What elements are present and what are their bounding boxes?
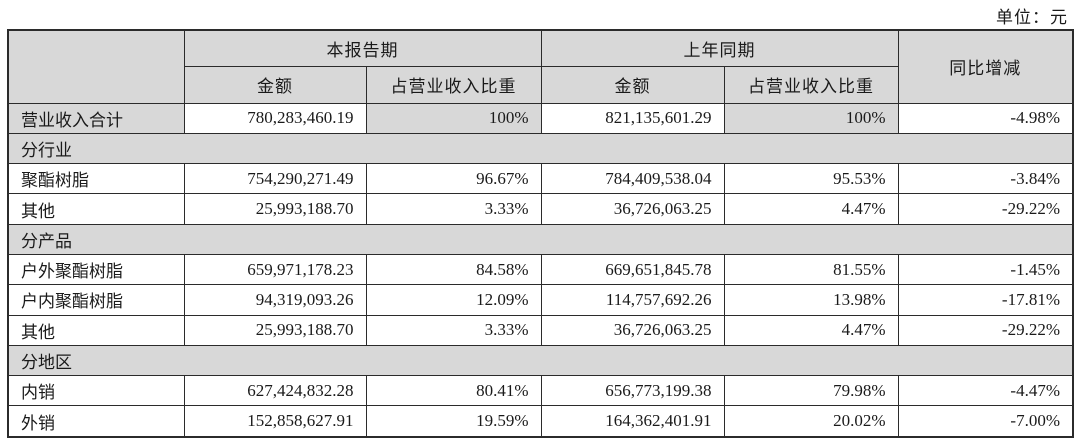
table-row-outdoor-polyester-resin: 户外聚酯树脂 659,971,178.23 84.58% 669,651,845… — [7, 253, 1074, 286]
yoy-cell: -29.22% — [897, 314, 1074, 346]
current-amount-cell: 25,993,188.70 — [183, 193, 367, 225]
prior-amount-cell: 36,726,063.25 — [540, 314, 725, 346]
revenue-breakdown-table: 本报告期 上年同期 同比增减 金额 占营业收入比重 金额 占营业收入比重 营业收… — [7, 29, 1074, 438]
header-current-amount: 金额 — [183, 65, 367, 104]
prior-proportion-cell: 13.98% — [723, 284, 899, 316]
prior-proportion-cell: 4.47% — [723, 193, 899, 225]
table-row-polyester-resin: 聚酯树脂 754,290,271.49 96.67% 784,409,538.0… — [7, 163, 1074, 195]
prior-proportion-cell: 79.98% — [723, 375, 899, 407]
current-proportion-cell: 3.33% — [365, 193, 542, 225]
current-amount-cell: 780,283,460.19 — [183, 102, 367, 134]
yoy-cell: -29.22% — [897, 193, 1074, 225]
section-row-by-region: 分地区 — [7, 344, 1074, 377]
yoy-cell: -1.45% — [897, 253, 1074, 286]
yoy-cell: -4.98% — [897, 102, 1074, 134]
prior-proportion-cell: 4.47% — [723, 314, 899, 346]
section-label: 分行业 — [7, 132, 1074, 165]
yoy-cell: -7.00% — [897, 405, 1074, 438]
current-amount-cell: 152,858,627.91 — [183, 405, 367, 438]
prior-amount-cell: 114,757,692.26 — [540, 284, 725, 316]
prior-amount-cell: 36,726,063.25 — [540, 193, 725, 225]
header-current-period: 本报告期 — [183, 29, 542, 67]
header-prior-period: 上年同期 — [540, 29, 899, 67]
current-proportion-cell: 96.67% — [365, 163, 542, 195]
header-prior-amount: 金额 — [540, 65, 725, 104]
yoy-cell: -17.81% — [897, 284, 1074, 316]
prior-proportion-cell: 100% — [723, 102, 899, 134]
row-label-cell: 其他 — [7, 193, 185, 225]
header-current-proportion: 占营业收入比重 — [365, 65, 542, 104]
prior-amount-cell: 656,773,199.38 — [540, 375, 725, 407]
section-label: 分地区 — [7, 344, 1074, 377]
current-proportion-cell: 12.09% — [365, 284, 542, 316]
current-proportion-cell: 100% — [365, 102, 542, 134]
section-row-by-product: 分产品 — [7, 223, 1074, 255]
prior-amount-cell: 164,362,401.91 — [540, 405, 725, 438]
table-row-domestic-sales: 内销 627,424,832.28 80.41% 656,773,199.38 … — [7, 375, 1074, 407]
header-row-measures: 金额 占营业收入比重 金额 占营业收入比重 — [8, 65, 1073, 104]
table-row-total-revenue: 营业收入合计 780,283,460.19 100% 821,135,601.2… — [7, 102, 1074, 134]
yoy-cell: -3.84% — [897, 163, 1074, 195]
row-label-cell: 其他 — [7, 314, 185, 346]
row-label-cell: 户内聚酯树脂 — [7, 284, 185, 316]
table-row-export-sales: 外销 152,858,627.91 19.59% 164,362,401.91 … — [7, 405, 1074, 438]
current-amount-cell: 94,319,093.26 — [183, 284, 367, 316]
current-proportion-cell: 3.33% — [365, 314, 542, 346]
unit-label: 单位：元 — [996, 8, 1068, 27]
section-label: 分产品 — [7, 223, 1074, 255]
section-row-by-industry: 分行业 — [7, 132, 1074, 165]
prior-amount-cell: 784,409,538.04 — [540, 163, 725, 195]
table-row-indoor-polyester-resin: 户内聚酯树脂 94,319,093.26 12.09% 114,757,692.… — [7, 284, 1074, 316]
row-label-cell: 外销 — [7, 405, 185, 438]
row-label-cell: 聚酯树脂 — [7, 163, 185, 195]
corner-cell — [7, 29, 185, 104]
header-prior-proportion: 占营业收入比重 — [723, 65, 899, 104]
prior-proportion-cell: 20.02% — [723, 405, 899, 438]
current-amount-cell: 754,290,271.49 — [183, 163, 367, 195]
header-yoy-change: 同比增减 — [897, 29, 1074, 104]
current-amount-cell: 627,424,832.28 — [183, 375, 367, 407]
yoy-cell: -4.47% — [897, 375, 1074, 407]
header-row-periods: 本报告期 上年同期 同比增减 — [7, 29, 1074, 104]
table-row-industry-other: 其他 25,993,188.70 3.33% 36,726,063.25 4.4… — [7, 193, 1074, 225]
current-amount-cell: 659,971,178.23 — [183, 253, 367, 286]
current-proportion-cell: 84.58% — [365, 253, 542, 286]
prior-proportion-cell: 81.55% — [723, 253, 899, 286]
row-label-cell: 营业收入合计 — [7, 102, 185, 134]
prior-amount-cell: 821,135,601.29 — [540, 102, 725, 134]
table-row-product-other: 其他 25,993,188.70 3.33% 36,726,063.25 4.4… — [7, 314, 1074, 346]
row-label-cell: 户外聚酯树脂 — [7, 253, 185, 286]
current-proportion-cell: 19.59% — [365, 405, 542, 438]
prior-amount-cell: 669,651,845.78 — [540, 253, 725, 286]
current-amount-cell: 25,993,188.70 — [183, 314, 367, 346]
row-label-cell: 内销 — [7, 375, 185, 407]
current-proportion-cell: 80.41% — [365, 375, 542, 407]
prior-proportion-cell: 95.53% — [723, 163, 899, 195]
